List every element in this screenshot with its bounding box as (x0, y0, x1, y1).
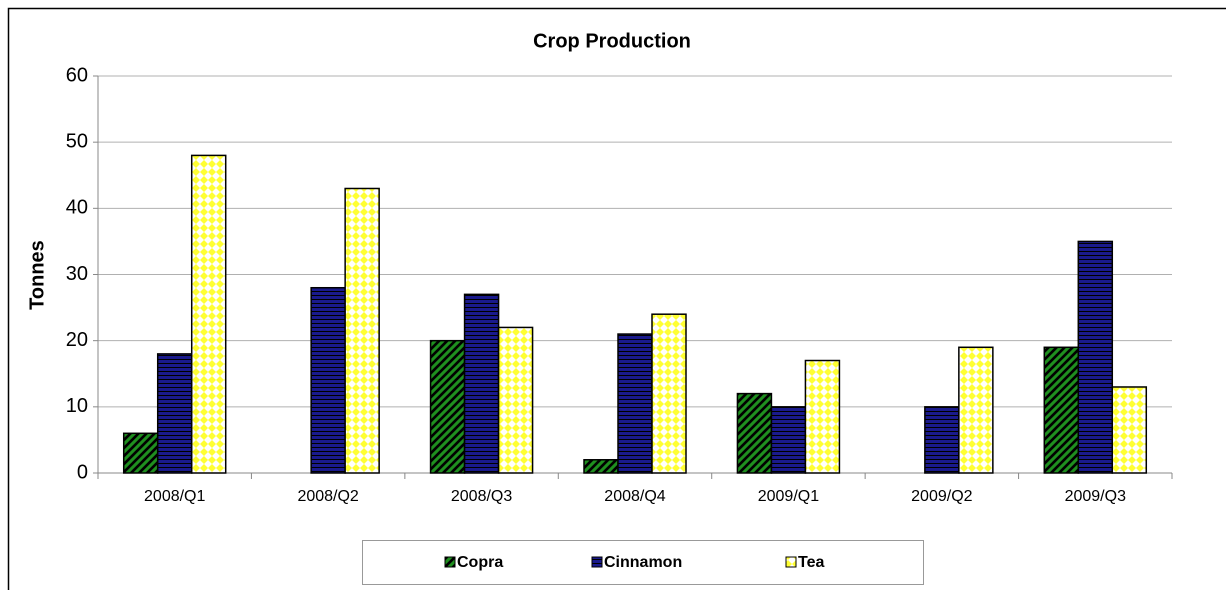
bar (1043, 346, 1080, 474)
chart-title: Crop Production (533, 30, 691, 52)
x-tick-label: 2008/Q2 (297, 488, 358, 505)
y-tick-label: 50 (66, 130, 88, 152)
x-tick-label: 2009/Q3 (1065, 488, 1126, 505)
y-axis-label: Tonnes (26, 240, 48, 310)
legend-swatch (591, 556, 603, 568)
x-tick-label: 2008/Q1 (144, 488, 205, 505)
legend-label: Cinnamon (604, 554, 682, 571)
bar (190, 154, 227, 474)
y-tick-label: 0 (77, 461, 88, 483)
bar (770, 406, 807, 474)
legend-swatch (444, 556, 456, 568)
y-tick-label: 40 (66, 197, 88, 219)
legend-label: Copra (457, 554, 503, 571)
x-tick-label: 2009/Q2 (911, 488, 972, 505)
y-tick-label: 10 (66, 395, 88, 417)
bar (736, 392, 773, 474)
y-tick-label: 20 (66, 329, 88, 351)
bar (344, 187, 380, 474)
bar (804, 359, 841, 474)
x-tick-label: 2008/Q4 (604, 488, 665, 505)
y-tick-label: 60 (66, 64, 88, 86)
legend-box (362, 540, 924, 585)
y-tick-label: 30 (66, 263, 88, 285)
bar (156, 353, 193, 474)
bar (1111, 386, 1148, 474)
legend-label: Tea (798, 554, 824, 571)
bar (429, 339, 466, 474)
bar (1077, 240, 1114, 474)
legend-swatch (785, 556, 797, 568)
bar (651, 313, 687, 474)
bar (958, 346, 994, 474)
bar (122, 432, 159, 474)
bar (924, 406, 960, 474)
x-tick-label: 2009/Q1 (758, 488, 819, 505)
bar (463, 293, 500, 474)
bar (617, 333, 653, 474)
bar (497, 326, 534, 474)
bar (583, 459, 619, 474)
x-tick-label: 2008/Q3 (451, 488, 512, 505)
bar (310, 286, 346, 474)
